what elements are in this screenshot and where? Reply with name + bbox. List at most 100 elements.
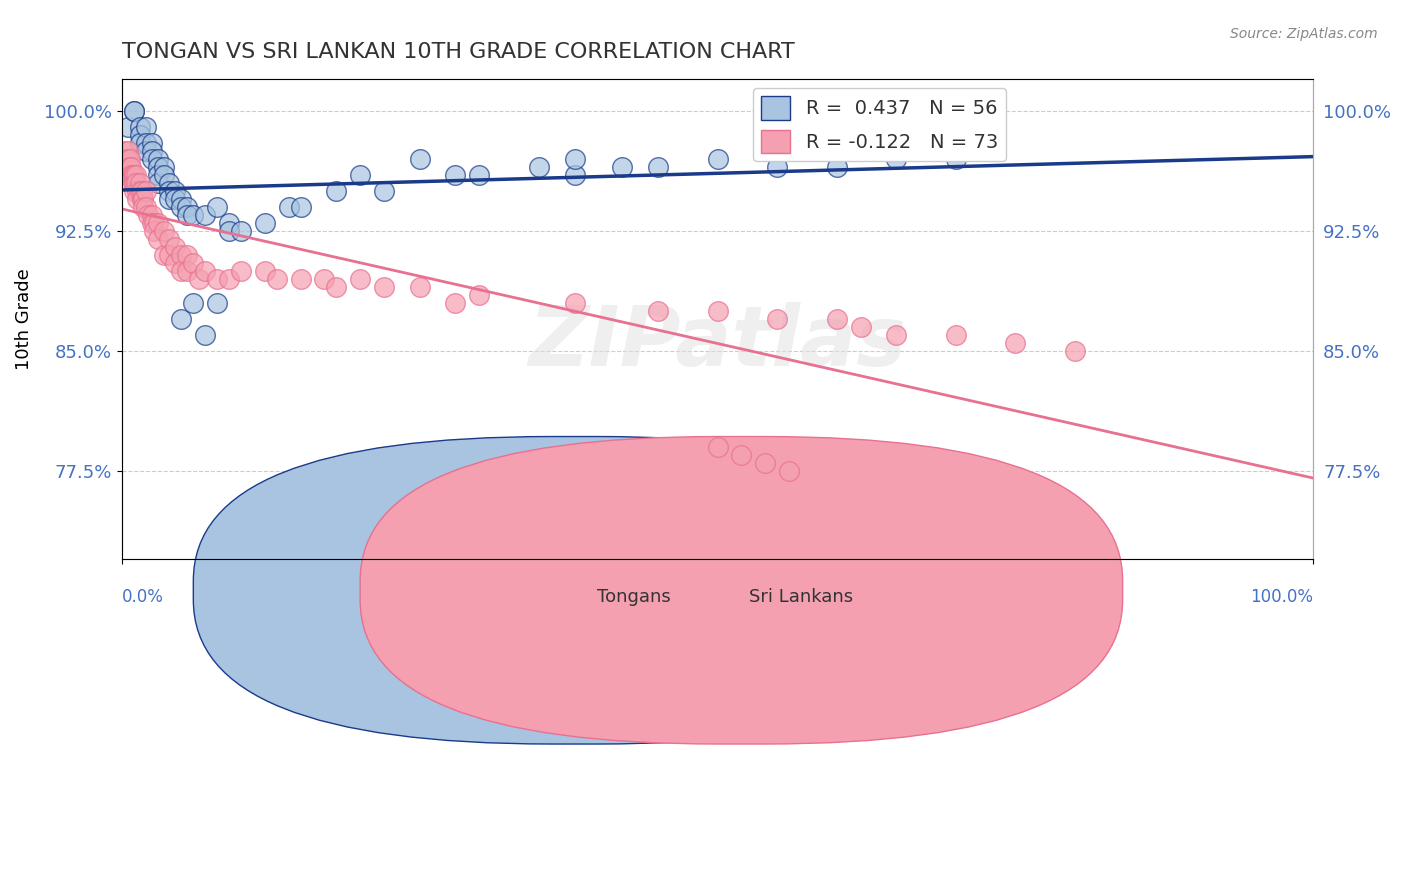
- Point: [117, 144, 139, 158]
- Text: Tongans: Tongans: [598, 588, 671, 606]
- Point: [170, 192, 193, 206]
- Point: [349, 168, 371, 182]
- Point: [266, 272, 288, 286]
- Point: [141, 152, 163, 166]
- Point: [612, 160, 634, 174]
- Point: [152, 160, 174, 174]
- Point: [373, 184, 395, 198]
- Point: [128, 120, 150, 134]
- Point: [825, 160, 848, 174]
- Point: [141, 208, 163, 222]
- Point: [647, 160, 669, 174]
- Point: [205, 295, 228, 310]
- Point: [132, 192, 155, 206]
- Point: [135, 120, 157, 134]
- Point: [444, 295, 467, 310]
- Point: [1064, 343, 1087, 358]
- Legend: R =  0.437   N = 56, R = -0.122   N = 73: R = 0.437 N = 56, R = -0.122 N = 73: [754, 88, 1005, 161]
- Point: [136, 208, 159, 222]
- Point: [325, 184, 347, 198]
- Point: [349, 272, 371, 286]
- Point: [706, 152, 728, 166]
- Text: ZIPatlas: ZIPatlas: [529, 302, 907, 384]
- Point: [825, 311, 848, 326]
- Point: [945, 327, 967, 342]
- Point: [1004, 335, 1026, 350]
- Point: [884, 327, 907, 342]
- Point: [143, 224, 166, 238]
- Point: [468, 168, 491, 182]
- Point: [884, 152, 907, 166]
- Point: [277, 200, 299, 214]
- Point: [117, 120, 139, 134]
- Point: [176, 200, 198, 214]
- Text: 0.0%: 0.0%: [122, 588, 163, 606]
- Point: [117, 160, 139, 174]
- Point: [527, 160, 550, 174]
- Point: [170, 200, 193, 214]
- Point: [159, 176, 181, 190]
- Point: [135, 144, 157, 158]
- Point: [121, 176, 143, 190]
- Point: [766, 160, 789, 174]
- Point: [146, 232, 169, 246]
- Point: [194, 327, 217, 342]
- Point: [229, 264, 252, 278]
- FancyBboxPatch shape: [360, 436, 1122, 744]
- Point: [706, 303, 728, 318]
- Point: [125, 176, 148, 190]
- Point: [176, 208, 198, 222]
- Point: [205, 200, 228, 214]
- Point: [146, 176, 169, 190]
- Point: [146, 168, 169, 182]
- Point: [754, 456, 776, 470]
- Y-axis label: 10th Grade: 10th Grade: [15, 268, 32, 369]
- Point: [131, 184, 153, 198]
- Point: [127, 184, 149, 198]
- Point: [141, 216, 163, 230]
- Point: [194, 264, 217, 278]
- Point: [218, 224, 240, 238]
- Point: [373, 280, 395, 294]
- Point: [205, 272, 228, 286]
- Point: [146, 152, 169, 166]
- Text: Source: ZipAtlas.com: Source: ZipAtlas.com: [1230, 27, 1378, 41]
- Point: [120, 168, 142, 182]
- Point: [132, 200, 155, 214]
- Point: [176, 264, 198, 278]
- Point: [121, 168, 143, 182]
- Point: [159, 232, 181, 246]
- Point: [170, 248, 193, 262]
- Point: [122, 176, 145, 190]
- Point: [176, 248, 198, 262]
- Point: [122, 103, 145, 118]
- Point: [135, 136, 157, 150]
- Text: Sri Lankans: Sri Lankans: [749, 588, 853, 606]
- Point: [766, 311, 789, 326]
- Point: [170, 311, 193, 326]
- Point: [122, 168, 145, 182]
- Point: [131, 192, 153, 206]
- Point: [290, 200, 312, 214]
- Point: [564, 295, 586, 310]
- Point: [409, 280, 432, 294]
- Point: [325, 280, 347, 294]
- Point: [120, 152, 142, 166]
- Point: [152, 224, 174, 238]
- Point: [146, 216, 169, 230]
- Point: [152, 168, 174, 182]
- Point: [165, 240, 187, 254]
- Point: [135, 200, 157, 214]
- Point: [253, 216, 276, 230]
- Point: [647, 303, 669, 318]
- Point: [409, 152, 432, 166]
- Point: [253, 264, 276, 278]
- Point: [141, 144, 163, 158]
- Point: [181, 295, 204, 310]
- Point: [159, 248, 181, 262]
- Point: [706, 440, 728, 454]
- Point: [564, 168, 586, 182]
- Point: [117, 152, 139, 166]
- Point: [122, 103, 145, 118]
- Point: [314, 272, 336, 286]
